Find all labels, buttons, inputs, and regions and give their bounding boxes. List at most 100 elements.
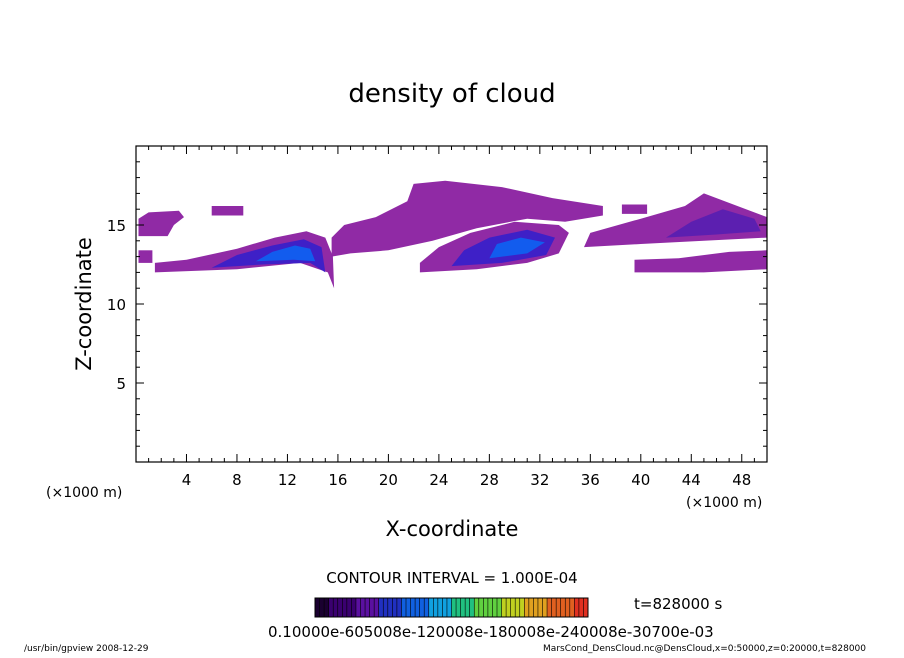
colorbar-swatch — [574, 598, 580, 617]
colorbar-frame — [314, 597, 589, 618]
colorbar-swatch — [556, 598, 562, 617]
colorbar-swatch — [406, 598, 411, 617]
colorbar-swatch — [410, 598, 416, 617]
colorbar-swatch — [515, 598, 521, 617]
cloud-region-left-speck — [211, 206, 244, 216]
x-tick-label: 40 — [631, 471, 650, 489]
x-tick-label: 24 — [429, 471, 448, 489]
colorbar-swatch — [442, 598, 448, 617]
x-tick-label: 4 — [182, 471, 192, 489]
colorbar-swatch — [374, 598, 380, 617]
colorbar-swatch — [369, 598, 375, 617]
colorbar-swatch — [519, 598, 525, 617]
footer-program: /usr/bin/gpview 2008-12-29 — [24, 644, 149, 654]
colorbar-swatch — [351, 598, 357, 617]
colorbar-swatch — [487, 598, 493, 617]
colorbar-swatch — [387, 598, 393, 617]
colorbar-swatch — [451, 598, 457, 617]
x-tick-label: 48 — [732, 471, 751, 489]
x-axis-ticks: 4 8 12 16 20 24 28 32 36 40 44 48 — [148, 146, 755, 489]
colorbar-swatch — [528, 598, 534, 617]
cloud-region-right-lower-band — [634, 250, 767, 273]
colorbar-swatch — [333, 598, 339, 617]
colorbar-swatch — [456, 598, 461, 617]
colorbar-swatch — [396, 598, 402, 617]
colorbar-swatch — [415, 598, 421, 617]
colorbar-swatch — [315, 598, 320, 617]
colorbar-labels: 0.10000e-605008e-120008e-180008e-240008e… — [268, 623, 714, 641]
colorbar-swatch — [383, 598, 389, 617]
colorbar-swatch — [551, 598, 557, 617]
x-tick-label: 12 — [278, 471, 297, 489]
colorbar-swatch — [501, 598, 507, 617]
x-tick-label: 16 — [328, 471, 347, 489]
colorbar-swatch — [360, 598, 366, 617]
y-tick-label: 10 — [107, 296, 126, 314]
y-tick-label: 15 — [107, 217, 126, 235]
colorbar-swatch — [506, 598, 512, 617]
colorbar-swatch — [560, 598, 566, 617]
colorbar-swatch — [474, 598, 480, 617]
cloud-region-left-band-inner — [255, 245, 316, 262]
colorbar-swatch — [565, 598, 571, 617]
colorbar-swatch — [346, 598, 352, 617]
cloud-region-left-isolated-mid — [138, 250, 153, 263]
colorbar-swatch — [419, 598, 425, 617]
colorbar-swatch — [497, 598, 502, 617]
colorbar-swatch — [437, 598, 443, 617]
colorbar-swatch — [324, 598, 330, 617]
x-tick-label: 32 — [530, 471, 549, 489]
colorbar-swatch — [469, 598, 475, 617]
colorbar-swatch — [569, 598, 575, 617]
x-tick-label: 28 — [480, 471, 499, 489]
colorbar-swatch — [483, 598, 489, 617]
footer-source: MarsCond_DensCloud.nc@DensCloud,x=0:5000… — [543, 644, 866, 654]
colorbar — [314, 598, 589, 617]
colorbar-swatch — [510, 598, 516, 617]
colorbar-swatch — [533, 598, 539, 617]
x-axis-title: X-coordinate — [386, 517, 519, 541]
colorbar-swatch — [542, 598, 548, 617]
x-unit-label-left: (×1000 m) — [46, 485, 122, 501]
colorbar-swatch — [578, 598, 584, 617]
colorbar-swatch — [319, 598, 325, 617]
colorbar-swatch — [378, 598, 384, 617]
x-tick-label: 36 — [581, 471, 600, 489]
colorbar-swatch — [433, 598, 439, 617]
colorbar-swatch — [524, 598, 530, 617]
contour-interval-label: CONTOUR INTERVAL = 1.000E-04 — [326, 569, 577, 587]
colorbar-swatch — [428, 598, 434, 617]
colorbar-swatch — [583, 598, 589, 617]
chart-title: density of cloud — [348, 79, 555, 109]
y-tick-label: 5 — [116, 375, 126, 393]
x-unit-label-right: (×1000 m) — [686, 495, 762, 511]
colorbar-swatch — [401, 598, 407, 617]
colorbar-swatch — [328, 598, 334, 617]
colorbar-swatch — [478, 598, 484, 617]
colorbar-swatch — [365, 598, 370, 617]
cloud-field — [138, 180, 767, 289]
cloud-region-left-isolated-top — [138, 210, 184, 237]
x-tick-label: 8 — [232, 471, 242, 489]
colorbar-swatch — [537, 598, 543, 617]
colorbar-swatch — [465, 598, 471, 617]
colorbar-swatch — [337, 598, 343, 617]
x-tick-label: 20 — [379, 471, 398, 489]
cloud-region-right-isolated-top — [621, 204, 648, 214]
colorbar-swatch — [392, 598, 398, 617]
y-axis-title: Z-coordinate — [72, 237, 96, 371]
time-label: t=828000 s — [634, 595, 722, 613]
colorbar-swatch — [492, 598, 498, 617]
y-axis-ticks: 5 10 15 — [107, 161, 767, 447]
colorbar-swatch — [547, 598, 552, 617]
colorbar-swatch — [424, 598, 430, 617]
colorbar-swatch — [342, 598, 348, 617]
cloud-region-middle-lower-inner — [489, 237, 545, 259]
colorbar-swatch — [355, 598, 361, 617]
colorbar-swatch — [460, 598, 466, 617]
colorbar-swatch — [446, 598, 452, 617]
x-tick-label: 44 — [682, 471, 701, 489]
cloud-region-right-upper-core — [666, 209, 761, 238]
